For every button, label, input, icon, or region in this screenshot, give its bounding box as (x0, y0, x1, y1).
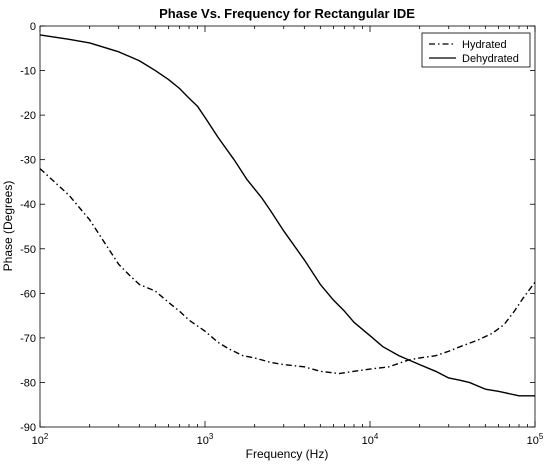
y-axis: 0 -10 -20 -30 -40 -50 -60 -70 -80 -90 (20, 21, 535, 434)
x-tick-exponent: 2 (44, 432, 49, 441)
series-line-hydrated (39, 168, 536, 375)
legend-label-hydrated: Hydrated (462, 39, 507, 51)
x-tick-label: 105 (527, 432, 544, 447)
y-tick-label: -70 (20, 333, 36, 345)
legend-label-dehydrated: Dehydrated (462, 53, 519, 65)
y-tick-label: -60 (20, 288, 36, 300)
series-layer (39, 34, 536, 397)
x-tick-exponent: 5 (539, 432, 544, 441)
y-tick-label: -90 (20, 422, 36, 434)
x-tick-exponent: 4 (374, 432, 379, 441)
y-tick-label: -80 (20, 377, 36, 389)
x-tick-label: 102 (32, 432, 49, 447)
y-tick-label: -20 (20, 110, 36, 122)
y-tick-label: -50 (20, 244, 36, 256)
x-tick-base: 10 (32, 435, 44, 447)
chart-title: Phase Vs. Frequency for Rectangular IDE (159, 6, 415, 21)
x-tick-exponent: 3 (209, 432, 214, 441)
y-tick-label: -30 (20, 155, 36, 167)
x-tick-base: 10 (362, 435, 374, 447)
legend: Hydrated Dehydrated (421, 32, 531, 68)
series-line-dehydrated (39, 34, 535, 397)
x-tick-label: 104 (362, 432, 379, 447)
y-axis-label: Phase (Degrees) (1, 181, 15, 272)
plot-frame (39, 25, 536, 428)
y-tick-label: 0 (30, 21, 36, 33)
x-tick-label: 103 (197, 432, 214, 447)
x-axis-label: Frequency (Hz) (246, 447, 329, 461)
x-axis: 102 103 104 105 (32, 26, 544, 447)
legend-box (421, 32, 531, 68)
x-tick-base: 10 (197, 435, 209, 447)
x-tick-base: 10 (527, 435, 539, 447)
y-tick-label: -10 (20, 66, 36, 78)
y-tick-label: -40 (20, 199, 36, 211)
